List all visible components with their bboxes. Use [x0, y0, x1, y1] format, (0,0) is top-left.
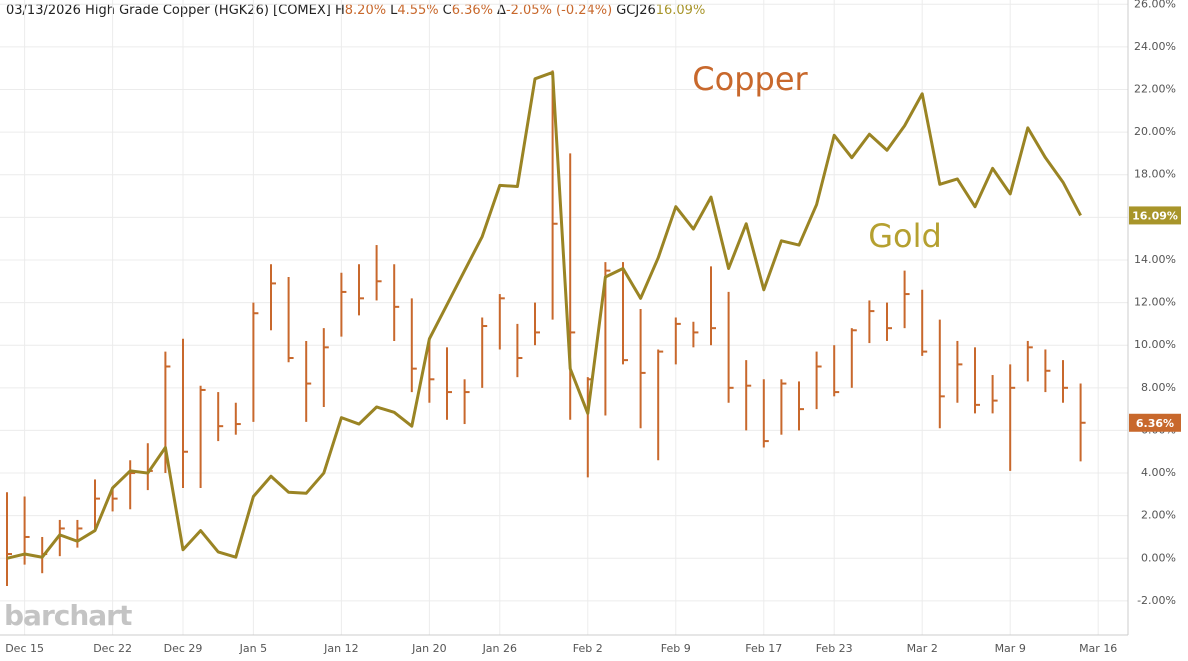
y-tick-label: 0.00% — [1141, 551, 1176, 564]
y-tick-label: 18.00% — [1134, 168, 1176, 181]
stat-key: H — [334, 3, 345, 18]
annotation: Gold — [868, 217, 942, 255]
y-tick-label: 20.00% — [1134, 125, 1176, 138]
y-tick-label: 24.00% — [1134, 40, 1176, 53]
last-value-label: 16.09% — [1132, 209, 1178, 222]
x-tick-label: Mar 9 — [995, 642, 1026, 655]
y-tick-label: 26.00% — [1134, 0, 1176, 10]
watermark: barchart — [4, 599, 132, 632]
line-series — [6, 70, 1082, 560]
stat-value: -2.05% (-0.24%) — [505, 3, 613, 18]
header: 03/13/2026 High Grade Copper (HGK26) [CO… — [6, 3, 709, 18]
y-tick-label: 2.00% — [1141, 509, 1176, 522]
x-tick-label: Dec 29 — [164, 642, 203, 655]
x-tick-label: Jan 5 — [239, 642, 267, 655]
y-tick-label: 4.00% — [1141, 466, 1176, 479]
stat-value: 4.55% — [397, 3, 439, 18]
last-value-badge — [1129, 206, 1181, 225]
last-value-badge — [1129, 413, 1181, 432]
x-tick-label: Jan 26 — [482, 642, 517, 655]
stat-key: Δ — [497, 3, 506, 18]
y-tick-label: 12.00% — [1134, 296, 1176, 309]
x-tick-label: Feb 2 — [573, 642, 603, 655]
x-tick-label: Jan 12 — [323, 642, 358, 655]
x-tick-label: Dec 22 — [93, 642, 132, 655]
stat-key: C — [442, 3, 452, 18]
x-tick-label: Jan 20 — [411, 642, 446, 655]
stat-value: 16.09% — [655, 3, 706, 18]
last-value-label: 6.36% — [1136, 417, 1174, 430]
stat-key: L — [390, 3, 398, 18]
stat-value: 8.20% — [344, 3, 387, 18]
x-tick-label: Dec 15 — [5, 642, 44, 655]
annotation: Copper — [692, 60, 808, 98]
x-tick-label: Mar 2 — [907, 642, 938, 655]
header-text: 03/13/2026 High Grade Copper (HGK26) [CO… — [6, 3, 331, 18]
x-tick-label: Feb 23 — [816, 642, 853, 655]
stat-key: GCJ26 — [616, 3, 656, 18]
y-tick-label: -2.00% — [1137, 594, 1176, 607]
y-tick-label: 10.00% — [1134, 338, 1176, 351]
y-tick-label: 22.00% — [1134, 82, 1176, 95]
x-tick-label: Mar 16 — [1079, 642, 1117, 655]
x-tick-label: Feb 17 — [745, 642, 782, 655]
y-tick-label: 8.00% — [1141, 381, 1176, 394]
stat-value: 6.36% — [451, 3, 494, 18]
x-tick-label: Feb 9 — [661, 642, 691, 655]
y-tick-label: 14.00% — [1134, 253, 1176, 266]
